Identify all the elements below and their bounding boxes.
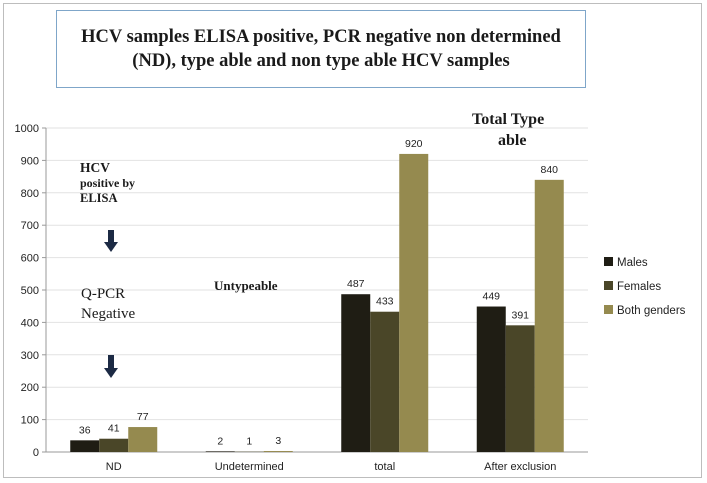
legend-swatch bbox=[604, 281, 613, 290]
x-tick-label: ND bbox=[106, 461, 122, 473]
chart-title-box: HCV samples ELISA positive, PCR negative… bbox=[56, 10, 586, 88]
legend-label: Females bbox=[617, 281, 661, 293]
data-label: 433 bbox=[376, 296, 394, 308]
data-label: 487 bbox=[347, 278, 365, 290]
bar-females bbox=[505, 325, 535, 452]
down-arrow-icon bbox=[104, 355, 118, 378]
bar-both-genders bbox=[128, 427, 158, 452]
legend-label: Both genders bbox=[617, 305, 686, 317]
annotation-hcv-elisa: HCV bbox=[80, 160, 110, 175]
x-tick-label: After exclusion bbox=[484, 461, 556, 473]
data-label: 391 bbox=[511, 309, 529, 321]
data-label: 41 bbox=[108, 423, 120, 435]
y-tick-label: 800 bbox=[21, 188, 39, 200]
bar-males bbox=[205, 451, 235, 452]
y-tick-label: 600 bbox=[21, 253, 39, 265]
axes: 0 100 200 300 400 500 600 700 800 900 1000 ND Undete… bbox=[15, 123, 588, 473]
data-label: 2 bbox=[217, 435, 223, 447]
annotation-hcv-elisa: positive by bbox=[80, 176, 135, 190]
bar-both-genders bbox=[263, 451, 293, 452]
data-label: 840 bbox=[540, 164, 558, 176]
y-tick-label: 200 bbox=[21, 382, 39, 394]
data-label: 449 bbox=[482, 291, 500, 303]
annotation-qpcr: Negative bbox=[81, 306, 135, 322]
bar-males bbox=[476, 306, 506, 452]
y-tick-label: 400 bbox=[21, 317, 39, 329]
y-tick-label: 1000 bbox=[15, 123, 39, 135]
y-tick-label: 300 bbox=[21, 350, 39, 362]
data-label: 36 bbox=[79, 424, 91, 436]
arrow-shaft bbox=[108, 230, 114, 243]
y-tick-label: 100 bbox=[21, 415, 39, 427]
bar-males bbox=[70, 440, 100, 452]
annotation-total-typeable: able bbox=[498, 132, 526, 149]
data-label: 3 bbox=[275, 435, 281, 447]
annotation-total-typeable: Total Type bbox=[472, 111, 544, 128]
legend-swatch bbox=[604, 305, 613, 314]
legend-label: Males bbox=[617, 257, 648, 269]
y-tick-label: 700 bbox=[21, 220, 39, 232]
data-label: 920 bbox=[405, 138, 423, 150]
data-label: 77 bbox=[137, 411, 149, 423]
bar-both-genders bbox=[534, 179, 564, 452]
annotation-qpcr: Q-PCR bbox=[81, 286, 125, 302]
x-tick-label: Undetermined bbox=[215, 461, 284, 473]
bar-females bbox=[99, 438, 129, 452]
bar-males bbox=[341, 294, 371, 452]
arrow-head bbox=[104, 368, 118, 378]
y-tick-label: 0 bbox=[33, 447, 39, 459]
chart-title: HCV samples ELISA positive, PCR negative… bbox=[81, 27, 561, 71]
y-tick-label: 500 bbox=[21, 285, 39, 297]
bar-females bbox=[370, 311, 400, 452]
annotation-hcv-elisa: ELISA bbox=[80, 191, 118, 205]
legend: Males Females Both genders bbox=[604, 257, 686, 317]
y-tick-label: 900 bbox=[21, 155, 39, 167]
down-arrow-icon bbox=[104, 230, 118, 252]
bars bbox=[70, 153, 564, 453]
arrow-head bbox=[104, 242, 118, 252]
annotation-untypeable: Untypeable bbox=[214, 278, 278, 293]
bar-both-genders bbox=[399, 153, 429, 453]
data-labels: 36 41 77 2 1 3 487 433 920 449 391 840 bbox=[79, 138, 558, 448]
x-tick-label: total bbox=[374, 461, 395, 473]
legend-swatch bbox=[604, 257, 613, 266]
data-label: 1 bbox=[246, 436, 252, 448]
arrow-shaft bbox=[108, 355, 114, 369]
